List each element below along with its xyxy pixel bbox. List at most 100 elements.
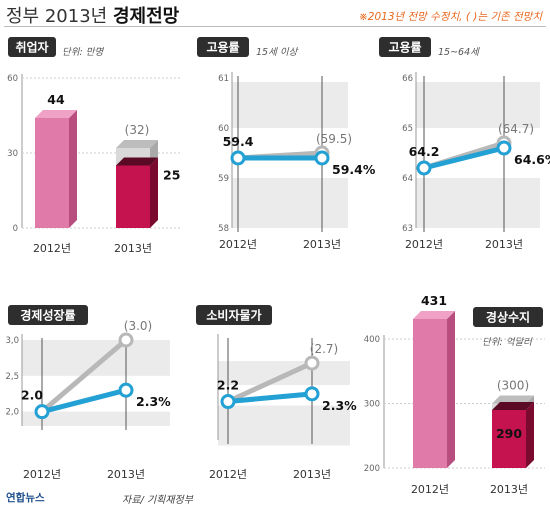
cpi-x-tick: 2012년: [209, 468, 247, 481]
employed-title-badge: [8, 37, 56, 57]
employment-15plus-x-tick: 2012년: [219, 238, 257, 251]
current-account-subtitle: 단위: 억달러: [482, 337, 533, 348]
growth-title-badge: [8, 305, 88, 325]
employment-15-64-band-top: [416, 82, 540, 128]
header-divider: [4, 26, 546, 27]
current-account-y-tick: 200: [364, 464, 380, 474]
employment-15plus-band-bottom: [232, 178, 348, 228]
employment-15plus-data-label: 59.4%: [332, 162, 376, 177]
employment-15-64-title-badge: [379, 37, 431, 57]
employment-15-64-x-tick: 2013년: [485, 238, 523, 251]
current-account-previous-label: (300): [497, 379, 529, 393]
growth-y-tick: 2,5: [5, 372, 19, 382]
cpi-title-badge: [196, 305, 272, 325]
employed-title-badge-label: 취업자: [15, 40, 48, 55]
employment-15plus-y-tick: 59: [218, 174, 229, 184]
employed-bar-side: [69, 110, 77, 228]
page-title: 정부 2013년 경제전망: [6, 6, 180, 27]
growth-x-tick: 2013년: [107, 468, 145, 481]
employment-15plus-band-top: [232, 82, 348, 128]
growth-y-tick: 3,0: [5, 336, 19, 346]
current-account-bar-side: [447, 311, 455, 468]
employment-15-64-y-tick: 63: [402, 224, 413, 234]
footer-source: 자료/ 기획재정부: [122, 495, 193, 506]
employment-15plus-y-tick: 61: [218, 74, 229, 84]
employment-15-64-y-tick: 64: [402, 174, 413, 184]
employed-bar: [116, 165, 150, 228]
growth-previous-label: (3.0): [124, 319, 152, 333]
growth-series-revised-point: [34, 404, 50, 420]
header-note: ※2013년 전망 수정치, ( )는 기존 전망치: [359, 11, 542, 23]
cpi-band-top: [218, 361, 350, 386]
employed-y-tick: 60: [7, 74, 18, 84]
employed-bar-top: [35, 110, 77, 118]
current-account-bar: [492, 409, 526, 468]
growth-band-top: [22, 340, 170, 376]
employed-y-tick: 30: [7, 149, 18, 159]
growth-series-revised-line: [39, 387, 129, 415]
employment-15-64-series-revised-point: [496, 140, 512, 156]
current-account-y-tick: 400: [364, 335, 380, 345]
current-account-title-badge-label: 경상수지: [486, 310, 530, 325]
cpi-series-revised-point: [304, 386, 320, 402]
employed-previous-label: (32): [125, 123, 150, 137]
employed-x-tick: 2012년: [33, 242, 71, 255]
employment-15plus-previous-label: (59.5): [316, 132, 352, 146]
cpi-series-revised-point: [220, 394, 236, 410]
employment-15-64-series-revised-point: [416, 160, 432, 176]
employed-bar-top: [116, 157, 158, 166]
employment-15plus-y-tick: 58: [218, 224, 229, 234]
current-account-data-label: 431: [421, 293, 447, 308]
cpi-series-revised-line: [225, 391, 315, 405]
employment-15-64-data-label: 64.2: [409, 144, 440, 159]
employed-y-tick: 0: [13, 224, 18, 234]
current-account-x-tick: 2012년: [411, 483, 449, 496]
growth-title-badge-label: 경제성장률: [20, 309, 75, 323]
employed-x-tick: 2013년: [114, 242, 152, 255]
employment-15-64-y-tick: 66: [402, 74, 413, 84]
employment-15-64-data-label: 64.6%: [514, 152, 550, 167]
cpi-title-badge-label: 소비자물가: [206, 308, 261, 323]
employment-15-64-subtitle: 15~64세: [438, 47, 480, 58]
growth-data-label: 2.3%: [136, 394, 171, 409]
employed-data-label: 25: [163, 168, 180, 183]
employment-15-64-y-tick: 65: [402, 124, 413, 134]
cpi-data-label: 2.2: [217, 378, 239, 393]
growth-data-label: 2.0: [21, 388, 43, 403]
cpi-series-previous-point: [304, 355, 320, 371]
employed-bar: [35, 118, 69, 228]
growth-series-previous-point: [118, 332, 134, 348]
growth-x-tick: 2012년: [23, 468, 61, 481]
employed-previous-ghost-top: [116, 140, 158, 148]
employed-data-label: 44: [47, 92, 65, 107]
employment-15plus-x-tick: 2013년: [303, 238, 341, 251]
employment-15plus-data-label: 59.4: [223, 134, 254, 149]
current-account-previous-ghost-top: [492, 395, 534, 404]
current-account-title-badge: [473, 307, 543, 327]
cpi-band-bottom: [218, 405, 350, 446]
employed-subtitle: 단위: 만명: [62, 47, 104, 58]
employment-15-64-title-badge-label: 고용률: [388, 40, 421, 55]
employment-15-64-previous-label: (64.7): [498, 122, 534, 136]
employment-15plus-title-badge-label: 고용률: [206, 40, 239, 55]
current-account-bar-top: [413, 311, 455, 320]
current-account-bar-side: [526, 401, 534, 468]
employment-15-64-series-revised-line: [421, 145, 507, 171]
employment-15-64-x-tick: 2012년: [405, 238, 443, 251]
cpi-x-tick: 2013년: [293, 468, 331, 481]
cpi-data-label: 2.3%: [322, 398, 357, 413]
current-account-data-label: 290: [496, 426, 522, 441]
growth-band-bottom: [22, 411, 170, 426]
cpi-series-previous-line: [225, 360, 315, 405]
employment-15plus-y-tick: 60: [218, 124, 229, 134]
current-account-bar-top: [492, 401, 534, 410]
employed-bar-side: [150, 157, 158, 228]
footer-logo: 연합뉴스: [6, 492, 45, 504]
employment-15plus-series-revised-point: [230, 150, 246, 166]
growth-y-tick: 2,0: [5, 408, 19, 418]
current-account-x-tick: 2013년: [490, 483, 528, 496]
growth-series-previous-line: [39, 337, 129, 415]
employment-15plus-series-revised-point: [314, 150, 330, 166]
